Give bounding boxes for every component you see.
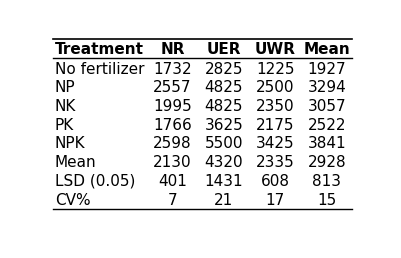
Text: 3841: 3841 (307, 136, 345, 151)
Text: 2130: 2130 (153, 155, 191, 170)
Text: 4825: 4825 (204, 99, 243, 114)
Text: 1225: 1225 (255, 62, 294, 77)
Text: Treatment: Treatment (55, 42, 144, 57)
Text: 1766: 1766 (153, 118, 191, 133)
Text: 3425: 3425 (255, 136, 294, 151)
Text: 17: 17 (265, 192, 284, 207)
Text: 5500: 5500 (204, 136, 243, 151)
Text: 2522: 2522 (307, 118, 345, 133)
Text: UWR: UWR (254, 42, 295, 57)
Text: PK: PK (55, 118, 74, 133)
Text: 608: 608 (260, 174, 289, 189)
Text: UER: UER (206, 42, 241, 57)
Text: 3294: 3294 (307, 80, 345, 95)
Text: Mean: Mean (303, 42, 349, 57)
Text: 2335: 2335 (255, 155, 294, 170)
Text: 2598: 2598 (153, 136, 191, 151)
Text: 15: 15 (316, 192, 336, 207)
Text: LSD (0.05): LSD (0.05) (55, 174, 135, 189)
Text: 7: 7 (167, 192, 177, 207)
Text: Mean: Mean (55, 155, 96, 170)
Text: 1732: 1732 (153, 62, 191, 77)
Text: NK: NK (55, 99, 76, 114)
Text: 813: 813 (312, 174, 340, 189)
Text: 1431: 1431 (204, 174, 243, 189)
Text: NPK: NPK (55, 136, 85, 151)
Text: NP: NP (55, 80, 75, 95)
Text: CV%: CV% (55, 192, 90, 207)
Text: NR: NR (160, 42, 184, 57)
Text: 401: 401 (158, 174, 186, 189)
Text: 21: 21 (214, 192, 233, 207)
Text: 2928: 2928 (307, 155, 345, 170)
Text: 2175: 2175 (255, 118, 294, 133)
Text: 4320: 4320 (204, 155, 243, 170)
Text: 2350: 2350 (255, 99, 294, 114)
Text: No fertilizer: No fertilizer (55, 62, 144, 77)
Text: 3057: 3057 (307, 99, 345, 114)
Text: 2500: 2500 (255, 80, 294, 95)
Text: 2557: 2557 (153, 80, 191, 95)
Text: 4825: 4825 (204, 80, 243, 95)
Text: 3625: 3625 (204, 118, 243, 133)
Text: 1995: 1995 (153, 99, 191, 114)
Text: 1927: 1927 (307, 62, 345, 77)
Text: 2825: 2825 (204, 62, 243, 77)
